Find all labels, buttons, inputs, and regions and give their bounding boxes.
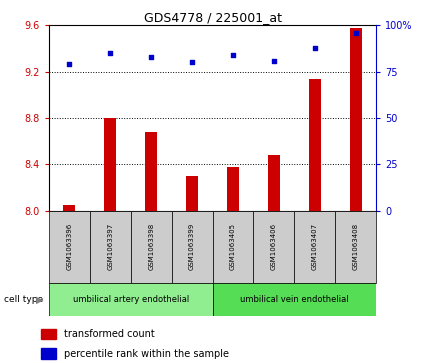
Text: cell type: cell type <box>4 295 43 304</box>
Bar <box>268 155 280 211</box>
Text: GSM1063408: GSM1063408 <box>353 223 359 270</box>
Text: GSM1063396: GSM1063396 <box>66 223 72 270</box>
Bar <box>309 79 321 211</box>
Point <box>189 60 196 65</box>
Bar <box>90 211 131 283</box>
Point <box>352 30 359 36</box>
Bar <box>49 211 90 283</box>
Bar <box>186 176 198 211</box>
Bar <box>294 211 335 283</box>
Bar <box>335 211 376 283</box>
Point <box>66 61 73 67</box>
Text: GSM1063405: GSM1063405 <box>230 223 236 270</box>
Text: GSM1063397: GSM1063397 <box>107 223 113 270</box>
Point <box>148 54 155 60</box>
Text: umbilical vein endothelial: umbilical vein endothelial <box>240 295 348 304</box>
Point <box>230 52 236 58</box>
Text: percentile rank within the sample: percentile rank within the sample <box>64 349 229 359</box>
Text: ▶: ▶ <box>36 294 44 305</box>
Point <box>107 50 113 56</box>
Bar <box>104 118 116 211</box>
Text: GSM1063398: GSM1063398 <box>148 223 154 270</box>
Point <box>312 45 318 50</box>
Text: umbilical artery endothelial: umbilical artery endothelial <box>73 295 189 304</box>
Title: GDS4778 / 225001_at: GDS4778 / 225001_at <box>144 11 281 24</box>
Text: transformed count: transformed count <box>64 329 155 339</box>
Bar <box>349 28 362 211</box>
Bar <box>42 329 57 339</box>
Bar <box>63 205 76 211</box>
Bar <box>172 211 212 283</box>
Bar <box>42 348 57 359</box>
Text: GSM1063407: GSM1063407 <box>312 223 318 270</box>
Bar <box>49 283 212 316</box>
Bar <box>145 132 157 211</box>
Bar <box>227 167 239 211</box>
Text: GSM1063406: GSM1063406 <box>271 223 277 270</box>
Bar <box>131 211 172 283</box>
Bar <box>212 211 253 283</box>
Text: GSM1063399: GSM1063399 <box>189 223 195 270</box>
Bar <box>253 211 294 283</box>
Bar <box>212 283 376 316</box>
Point <box>270 58 277 64</box>
